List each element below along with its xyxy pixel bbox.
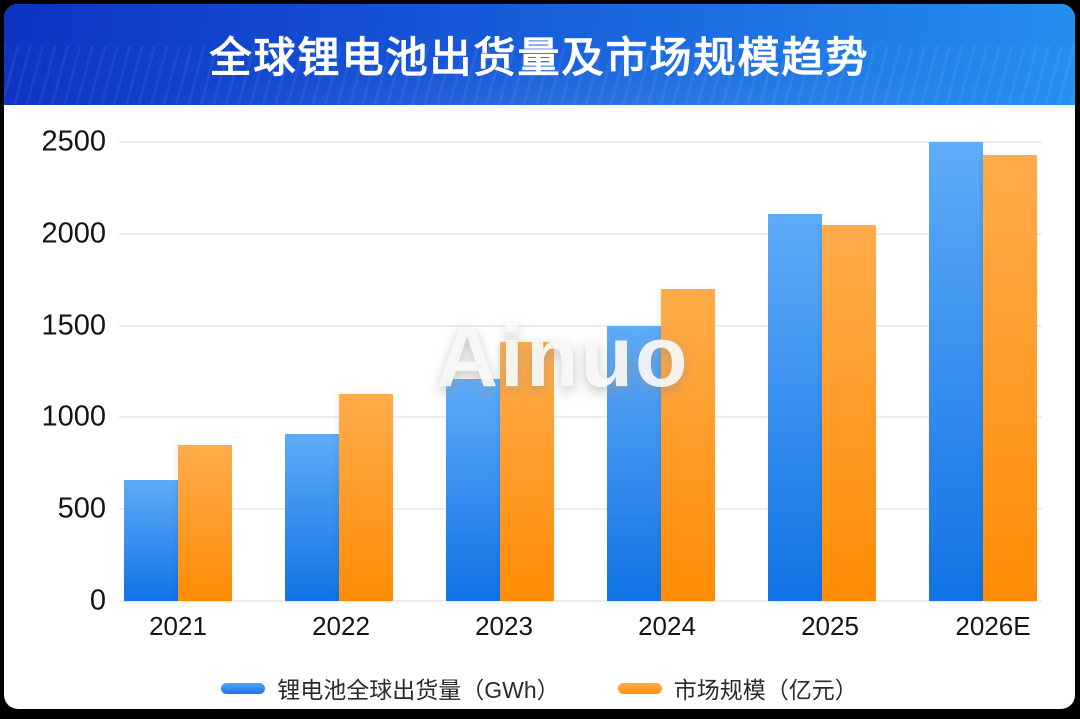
x-tick-label-2025: 2025 — [801, 611, 859, 641]
x-tick-label-2024: 2024 — [638, 611, 696, 641]
bar-group-2026E — [929, 142, 1037, 601]
legend: 锂电池全球出货量（GWh） 市场规模（亿元） — [4, 671, 1075, 705]
bar-shipment-2025 — [768, 213, 822, 601]
bar-group-2021 — [124, 142, 232, 601]
y-tick-label-1500: 1500 — [41, 309, 106, 342]
page-title: 全球锂电池出货量及市场规模趋势 — [209, 34, 870, 81]
legend-item-shipment: 锂电池全球出货量（GWh） — [221, 671, 560, 705]
gridline-0 — [119, 600, 1042, 602]
bar-market-2026E — [983, 154, 1037, 601]
gridline-500 — [119, 508, 1042, 511]
bar-shipment-2026E — [929, 142, 983, 601]
bar-group-2023 — [446, 142, 554, 601]
x-tick-label-2023: 2023 — [475, 611, 533, 641]
bar-market-2021 — [178, 444, 232, 601]
y-tick-label-500: 500 — [57, 492, 106, 525]
bar-market-2025 — [822, 224, 876, 601]
bar-market-2024 — [661, 288, 715, 601]
gridline-1500 — [119, 324, 1042, 327]
bar-market-2023 — [500, 342, 554, 601]
x-tick-label-2021: 2021 — [149, 611, 207, 641]
bar-shipment-2022 — [285, 433, 339, 601]
bar-group-2024 — [607, 142, 715, 601]
x-tick-label-2022: 2022 — [312, 611, 370, 641]
plot-area: 0 500 1000 1500 2000 2500 Ainuo — [41, 127, 1042, 615]
bar-shipment-2021 — [124, 479, 178, 601]
legend-item-market: 市场规模（亿元） — [617, 671, 858, 705]
gridline-2500 — [119, 141, 1042, 143]
header-banner: 全球锂电池出货量及市场规模趋势 — [4, 4, 1075, 105]
y-tick-label-2500: 2500 — [41, 125, 106, 158]
gridline-2000 — [119, 232, 1042, 235]
bar-market-2022 — [339, 393, 393, 601]
y-tick-label-0: 0 — [89, 584, 106, 617]
chart-card: 全球锂电池出货量及市场规模趋势 0 500 1000 1500 2000 2500 Ain… — [4, 4, 1075, 709]
legend-swatch-blue — [221, 682, 266, 694]
bar-shipment-2023 — [446, 378, 500, 601]
legend-swatch-orange — [617, 682, 662, 694]
chart: 0 500 1000 1500 2000 2500 Ainuo 2021 2022 2023 2… — [4, 127, 1075, 705]
x-axis-labels: 2021 2022 2023 2024 2025 2026E — [119, 611, 1052, 642]
legend-label-market: 市场规模（亿元） — [673, 677, 858, 703]
bar-shipment-2024 — [607, 325, 661, 601]
legend-label-shipment: 锂电池全球出货量（GWh） — [277, 677, 560, 703]
y-tick-label-1000: 1000 — [41, 400, 106, 433]
gridline-1000 — [119, 416, 1042, 419]
bar-group-2022 — [285, 142, 393, 601]
bar-group-2025 — [768, 142, 876, 601]
x-tick-label-2026E: 2026E — [955, 611, 1031, 641]
y-tick-label-2000: 2000 — [41, 217, 106, 250]
bar-groups — [119, 142, 1042, 601]
